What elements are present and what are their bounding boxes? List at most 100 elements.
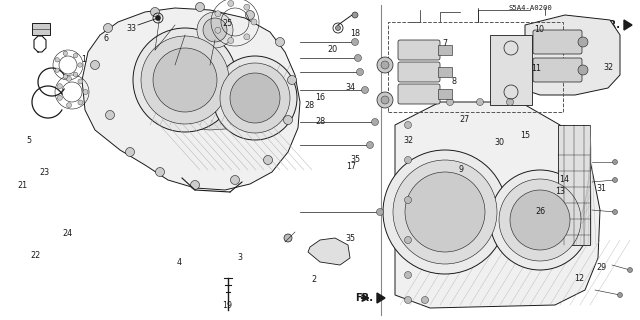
Circle shape <box>74 72 77 76</box>
Circle shape <box>404 271 412 278</box>
FancyBboxPatch shape <box>533 30 582 54</box>
Circle shape <box>618 292 623 298</box>
Text: 1: 1 <box>81 55 86 64</box>
Circle shape <box>246 11 255 20</box>
Bar <box>388 22 563 112</box>
FancyBboxPatch shape <box>438 89 452 99</box>
Circle shape <box>578 37 588 47</box>
Circle shape <box>133 28 237 132</box>
Text: 13: 13 <box>555 188 565 196</box>
Circle shape <box>228 0 234 6</box>
Circle shape <box>141 36 229 124</box>
Text: 34: 34 <box>346 84 356 92</box>
FancyBboxPatch shape <box>398 62 440 82</box>
Circle shape <box>195 3 205 12</box>
Text: 26: 26 <box>536 207 546 216</box>
Circle shape <box>215 27 221 33</box>
Circle shape <box>215 11 221 17</box>
Text: 30: 30 <box>494 138 504 147</box>
Circle shape <box>104 23 113 33</box>
Circle shape <box>203 18 227 42</box>
Text: 11: 11 <box>531 64 541 73</box>
Text: 3: 3 <box>237 253 243 262</box>
Circle shape <box>150 7 159 17</box>
Circle shape <box>612 178 618 182</box>
Text: 18: 18 <box>350 29 360 38</box>
Circle shape <box>367 141 374 148</box>
Circle shape <box>356 68 364 76</box>
FancyBboxPatch shape <box>398 40 440 60</box>
Circle shape <box>125 148 134 156</box>
Circle shape <box>58 95 62 100</box>
Text: S5A4-A0200: S5A4-A0200 <box>508 5 552 11</box>
Polygon shape <box>525 15 620 95</box>
FancyBboxPatch shape <box>32 23 50 35</box>
Circle shape <box>355 54 362 61</box>
Polygon shape <box>308 238 350 265</box>
Text: 29: 29 <box>596 263 607 272</box>
Circle shape <box>90 60 99 69</box>
Circle shape <box>404 196 412 204</box>
Circle shape <box>381 96 389 104</box>
FancyBboxPatch shape <box>398 84 440 104</box>
Polygon shape <box>624 20 632 30</box>
Text: 27: 27 <box>459 116 469 124</box>
Circle shape <box>371 118 378 125</box>
Circle shape <box>490 170 590 270</box>
Text: 8: 8 <box>452 77 457 86</box>
Text: FR.: FR. <box>602 20 620 30</box>
Circle shape <box>63 75 68 79</box>
Circle shape <box>499 179 581 261</box>
Circle shape <box>230 175 239 185</box>
Circle shape <box>58 84 62 89</box>
Circle shape <box>405 172 485 252</box>
Polygon shape <box>395 102 600 308</box>
Text: 28: 28 <box>315 117 325 126</box>
Circle shape <box>197 12 233 48</box>
Text: 15: 15 <box>520 132 530 140</box>
Circle shape <box>422 297 429 303</box>
Text: 33: 33 <box>126 24 136 33</box>
Circle shape <box>362 86 369 93</box>
Text: 9: 9 <box>458 165 463 174</box>
Circle shape <box>67 103 72 108</box>
Circle shape <box>393 160 497 264</box>
Circle shape <box>55 68 60 72</box>
Circle shape <box>251 19 257 25</box>
Circle shape <box>404 122 412 129</box>
Text: 25: 25 <box>222 20 232 28</box>
Circle shape <box>67 76 72 81</box>
Circle shape <box>275 37 285 46</box>
Circle shape <box>287 76 296 84</box>
Circle shape <box>156 15 161 20</box>
Circle shape <box>244 4 250 10</box>
FancyBboxPatch shape <box>438 45 452 55</box>
Text: 19: 19 <box>222 301 232 310</box>
Circle shape <box>447 99 454 106</box>
Text: 17: 17 <box>346 162 356 171</box>
Circle shape <box>627 268 632 273</box>
Circle shape <box>78 100 83 105</box>
Circle shape <box>506 99 513 106</box>
Circle shape <box>404 236 412 244</box>
Circle shape <box>78 63 82 67</box>
Text: 10: 10 <box>534 25 544 34</box>
Text: 23: 23 <box>40 168 50 177</box>
Circle shape <box>477 99 483 106</box>
Text: 32: 32 <box>603 63 613 72</box>
Circle shape <box>376 209 383 215</box>
FancyBboxPatch shape <box>558 125 590 245</box>
Text: 20: 20 <box>328 45 338 54</box>
Circle shape <box>612 210 618 214</box>
Circle shape <box>404 297 412 303</box>
Text: 7: 7 <box>442 39 447 48</box>
Text: 28: 28 <box>304 101 314 110</box>
Text: 12: 12 <box>574 274 584 283</box>
Text: 2: 2 <box>311 276 316 284</box>
Circle shape <box>153 48 217 112</box>
Circle shape <box>228 37 234 44</box>
Polygon shape <box>82 8 300 190</box>
Circle shape <box>351 38 358 45</box>
Text: 35: 35 <box>350 156 360 164</box>
Circle shape <box>220 63 290 133</box>
